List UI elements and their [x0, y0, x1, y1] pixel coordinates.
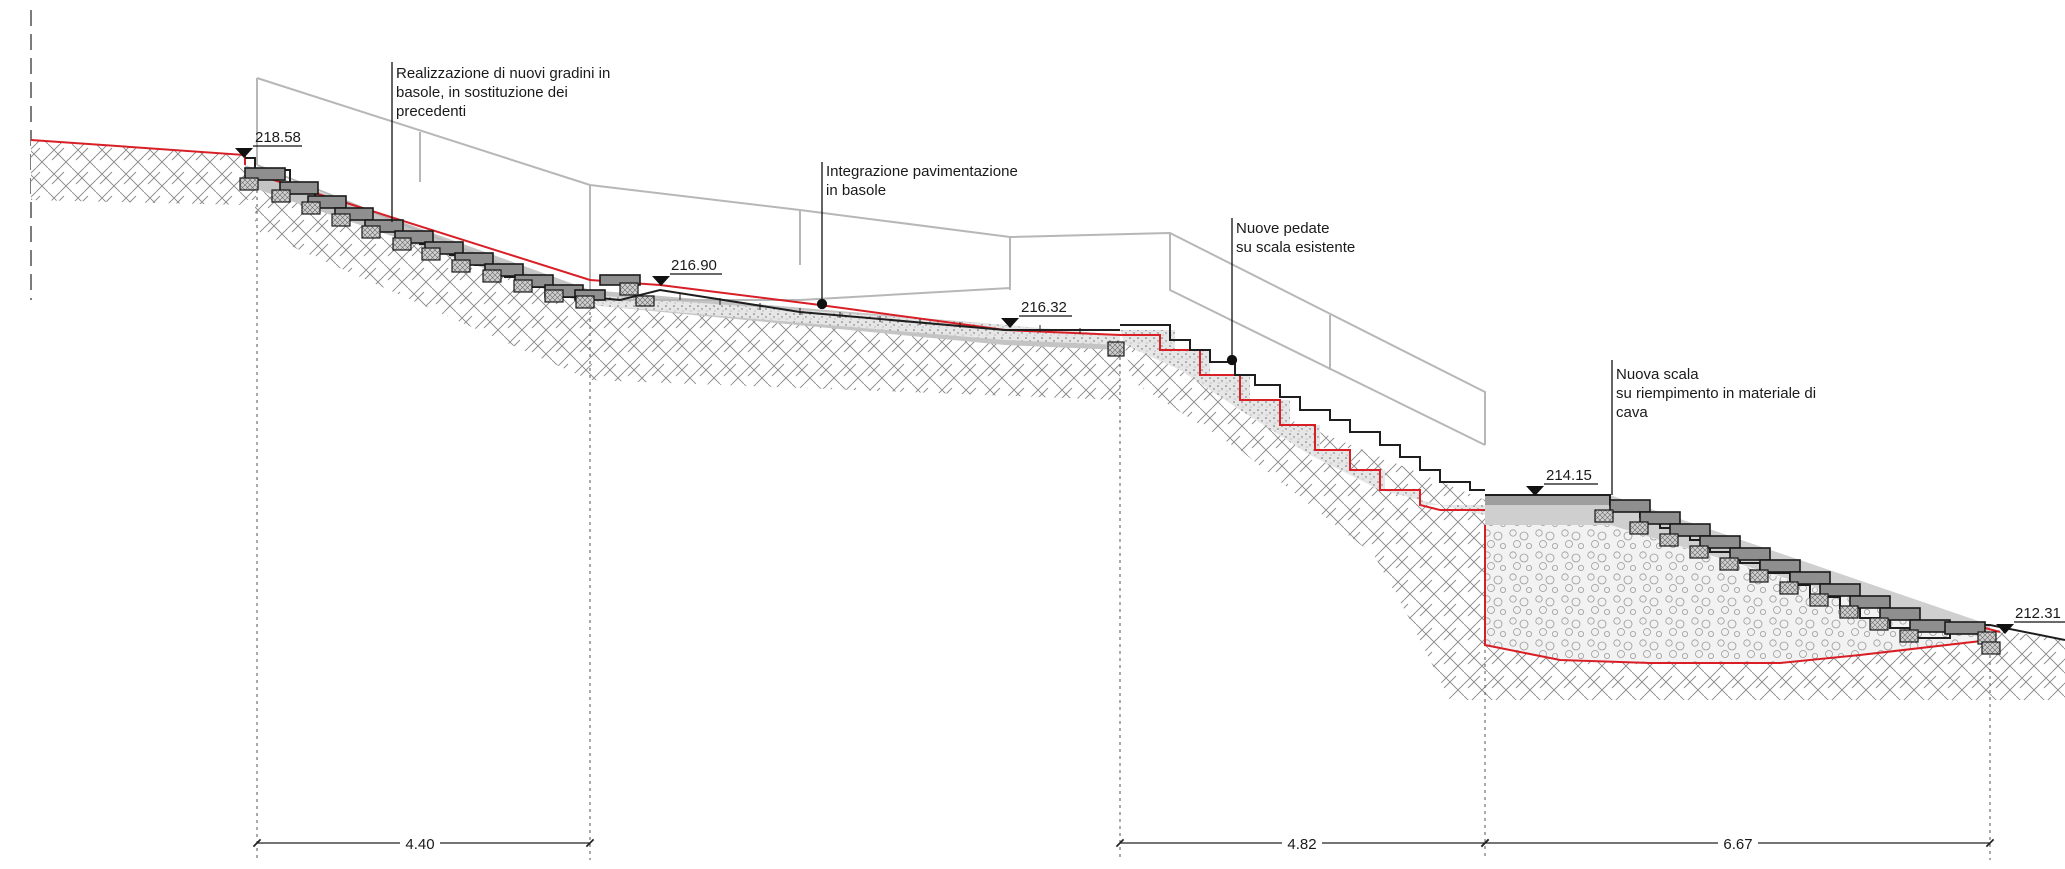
elevation-markers: 218.58 216.90 216.32 214.15 212.31: [235, 129, 2065, 634]
landing-block: [1107, 341, 1125, 357]
elevation-marker: 214.15: [1526, 467, 1598, 496]
elevation-label: 216.90: [671, 257, 717, 274]
pavement-joints: [679, 293, 1081, 334]
annotation-line: Nuova scala: [1616, 366, 1699, 383]
annotation-line: Nuove pedate: [1236, 220, 1329, 237]
elevation-marker: 212.31: [1996, 605, 2065, 634]
quarry-fill: [1485, 525, 1990, 662]
dimension-guides: [256, 190, 1991, 860]
elevation-marker: 218.58: [235, 129, 302, 158]
annotation-line: basole, in sostituzione dei: [396, 84, 568, 101]
upper-stair-blocks: [239, 167, 655, 309]
leader-lines: [391, 62, 1613, 495]
stair-fill: [1120, 330, 1485, 515]
annotation-gradini: Realizzazione di nuovi gradini in basole…: [396, 65, 610, 120]
annotation-line: su riempimento in materiale di: [1616, 385, 1816, 402]
elevation-label: 214.15: [1546, 467, 1592, 484]
lower-stair-blocks: [1594, 499, 2001, 655]
annotation-line: precedenti: [396, 103, 466, 120]
annotation-pavimentazione: Integrazione pavimentazione in basole: [826, 163, 1018, 199]
elevation-marker: 216.90: [652, 257, 722, 286]
annotation-line: Integrazione pavimentazione: [826, 163, 1018, 180]
elevation-label: 218.58: [255, 129, 301, 146]
dimension-label: 4.40: [405, 836, 434, 853]
elevation-label: 216.32: [1021, 299, 1067, 316]
annotation-line: cava: [1616, 404, 1648, 421]
annotation-line: Realizzazione di nuovi gradini in: [396, 65, 610, 82]
annotation-line: in basole: [826, 182, 886, 199]
dimension-labels: 4.40 4.82 6.67: [400, 832, 1758, 854]
dimension-label: 4.82: [1287, 836, 1316, 853]
annotation-line: su scala esistente: [1236, 239, 1355, 256]
annotation-pedate: Nuove pedate su scala esistente: [1236, 220, 1355, 256]
annotation-scala: Nuova scala su riempimento in materiale …: [1616, 366, 1816, 421]
elevation-marker: 216.32: [1001, 299, 1072, 328]
dimension-label: 6.67: [1723, 836, 1752, 853]
elevation-label: 212.31: [2015, 605, 2061, 622]
